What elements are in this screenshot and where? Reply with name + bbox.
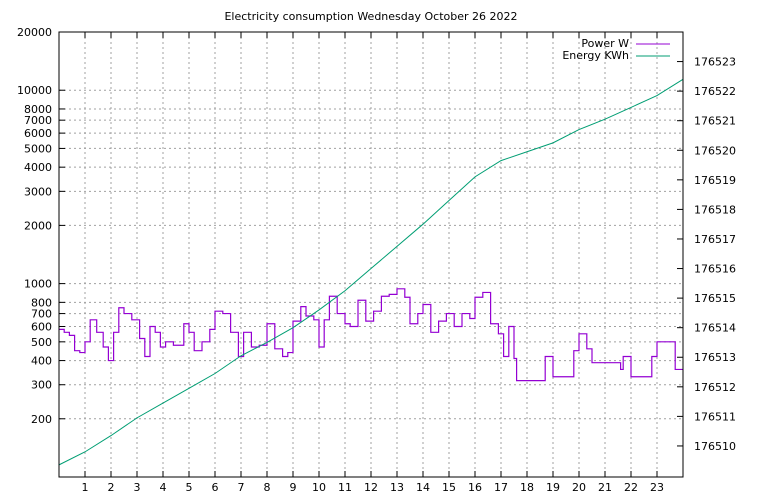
x-tick-label: 23 [650,481,664,494]
y-tick-label: 7000 [24,114,52,127]
y2-tick-label: 176522 [694,85,736,98]
plot-border [58,31,684,478]
y-tick-label: 2000 [24,219,52,232]
x-tick-label: 5 [186,481,193,494]
y-tick-label: 800 [31,296,52,309]
y2-tick-label: 176520 [694,144,736,157]
x-tick-label: 12 [364,481,378,494]
y2-tick-label: 176519 [694,174,736,187]
y-tick-label: 20000 [17,26,52,39]
x-tick-label: 10 [312,481,326,494]
legend-label-power: Power W [581,37,629,50]
y-tick-label: 1000 [24,278,52,291]
x-tick-label: 19 [546,481,560,494]
series-layer [58,78,684,466]
x-tick-label: 20 [572,481,586,494]
energy-series-line [58,78,684,466]
y2-tick-label: 176512 [694,381,736,394]
x-tick-label: 14 [416,481,430,494]
x-tick-label: 4 [160,481,167,494]
x-tick-label: 8 [264,481,271,494]
y2-tick-label: 176514 [694,322,736,335]
y2-tick-label: 176510 [694,440,736,453]
chart-title: Electricity consumption Wednesday Octobe… [224,10,517,23]
x-tick-label: 9 [290,481,297,494]
ticks: 1 2 3 4 5 6 7 8 9 10 11 12 13 14 15 16 17 18 19 20 21 22 23200… [17,26,736,494]
y-tick-label: 300 [31,379,52,392]
y-tick-label: 5000 [24,142,52,155]
y-tick-label: 3000 [24,185,52,198]
power-series-line [59,288,683,382]
y2-tick-label: 176515 [694,292,736,305]
y-tick-label: 6000 [24,127,52,140]
y-tick-label: 600 [31,321,52,334]
y-tick-label: 4000 [24,161,52,174]
y-tick-label: 400 [31,355,52,368]
x-tick-label: 16 [468,481,482,494]
y-tick-label: 8000 [24,103,52,116]
x-tick-label: 18 [520,481,534,494]
y-tick-label: 700 [31,308,52,321]
x-tick-label: 22 [624,481,638,494]
y2-tick-label: 176521 [694,115,736,128]
legend: Power W Energy KWh [562,37,670,62]
y2-tick-label: 176516 [694,263,736,276]
x-tick-label: 15 [442,481,456,494]
x-tick-label: 2 [108,481,115,494]
y2-tick-label: 176511 [694,410,736,423]
x-tick-label: 17 [494,481,508,494]
y-tick-label: 10000 [17,84,52,97]
x-tick-label: 7 [238,481,245,494]
y2-tick-label: 176518 [694,203,736,216]
x-tick-label: 21 [598,481,612,494]
y-tick-label: 500 [31,336,52,349]
x-tick-label: 6 [212,481,219,494]
y2-tick-label: 176513 [694,351,736,364]
x-tick-label: 1 [82,481,89,494]
x-tick-label: 3 [134,481,141,494]
x-tick-label: 13 [390,481,404,494]
x-tick-label: 11 [338,481,352,494]
y2-tick-label: 176517 [694,233,736,246]
y2-tick-label: 176523 [694,56,736,69]
grid [59,32,683,477]
y-tick-label: 200 [31,413,52,426]
legend-label-energy: Energy KWh [562,49,629,62]
